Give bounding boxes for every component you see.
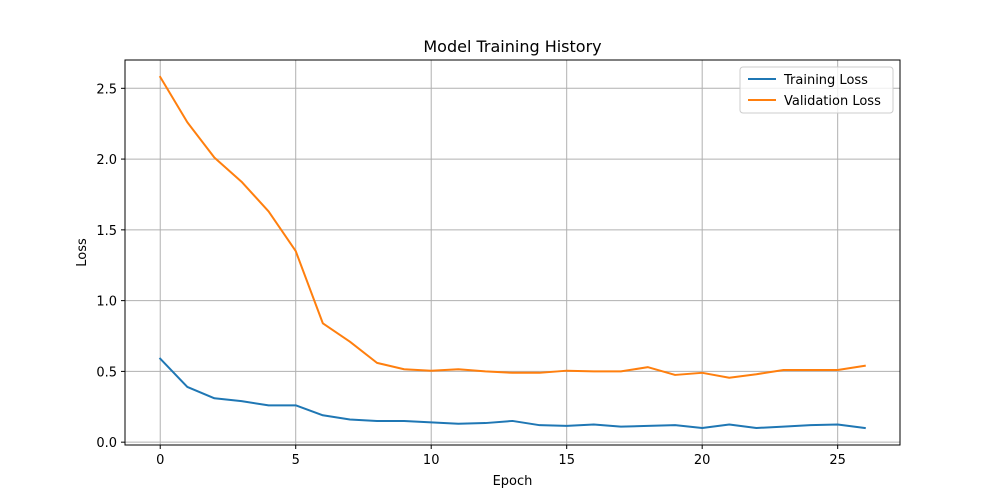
x-tick-label: 20 xyxy=(694,453,711,468)
series-lines xyxy=(160,77,865,428)
chart-title: Model Training History xyxy=(423,37,601,56)
ticks: 0 5 10 15 20 25 0.0 0.5 1.0 1.5 2.0 2.5 xyxy=(96,82,846,468)
x-axis-label: Epoch xyxy=(493,474,533,489)
x-tick-label: 15 xyxy=(558,453,575,468)
x-tick-label: 5 xyxy=(292,453,300,468)
series-line-training-loss xyxy=(160,359,865,428)
y-tick-label: 0.5 xyxy=(96,365,117,380)
y-tick-label: 1.5 xyxy=(96,224,117,239)
x-tick-label: 10 xyxy=(423,453,440,468)
y-tick-label: 2.5 xyxy=(96,82,117,97)
y-axis-label: Loss xyxy=(75,238,90,267)
legend-label: Training Loss xyxy=(783,73,868,88)
x-tick-label: 0 xyxy=(156,453,164,468)
y-tick-label: 0.0 xyxy=(96,436,117,451)
legend: Training Loss Validation Loss xyxy=(740,67,893,113)
x-tick-label: 25 xyxy=(829,453,846,468)
y-tick-label: 1.0 xyxy=(96,295,117,310)
y-tick-label: 2.0 xyxy=(96,153,117,168)
legend-label: Validation Loss xyxy=(784,94,881,109)
plot-frame xyxy=(125,60,900,445)
series-line-validation-loss xyxy=(160,77,865,378)
grid xyxy=(125,60,900,445)
